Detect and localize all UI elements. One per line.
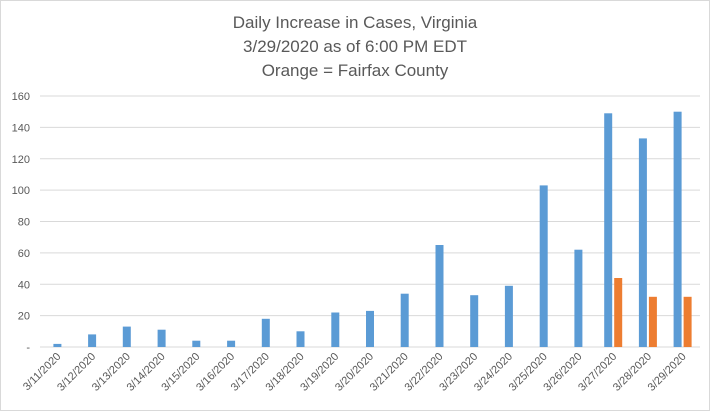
bar-virginia	[366, 310, 374, 347]
bar-virginia	[157, 329, 166, 347]
bar-fairfax	[648, 296, 657, 347]
bar-virginia	[539, 185, 548, 347]
bar-fairfax	[614, 278, 623, 347]
bar-virginia	[192, 340, 201, 347]
y-tick-label: 140	[12, 122, 30, 134]
bar-fairfax	[683, 296, 692, 347]
bar-virginia	[400, 293, 409, 347]
gridlines	[40, 95, 700, 348]
bar-virginia	[122, 326, 131, 347]
y-tick-label: 20	[18, 311, 30, 323]
y-tick-label: -	[26, 342, 30, 354]
chart-subtitle: 3/29/2020 as of 6:00 PM EDT	[243, 37, 467, 56]
bar-virginia	[638, 138, 647, 347]
y-tick-label: 40	[18, 279, 30, 291]
x-tick-label: 3/29/2020	[646, 351, 689, 394]
bar-virginia	[574, 249, 583, 347]
bars	[53, 111, 692, 347]
y-axis-ticks: - 20 40 60 80 100 120 140 160	[12, 91, 31, 354]
bar-virginia	[604, 113, 613, 347]
y-tick-label: 160	[12, 91, 30, 103]
bar-virginia	[261, 318, 270, 347]
chart-title: Daily Increase in Cases, Virginia	[232, 13, 478, 32]
x-axis-ticks: 3/11/20203/12/20203/13/20203/14/20203/15…	[21, 351, 689, 394]
y-tick-label: 80	[18, 217, 30, 229]
bar-virginia	[296, 331, 305, 347]
y-tick-label: 100	[12, 185, 30, 197]
y-tick-label: 120	[12, 154, 30, 166]
bar-virginia	[673, 111, 682, 347]
bar-virginia	[88, 334, 97, 347]
bar-virginia	[227, 340, 236, 347]
bar-virginia	[504, 285, 513, 347]
bar-virginia	[470, 295, 479, 347]
bar-virginia	[435, 245, 444, 347]
y-tick-label: 60	[18, 248, 30, 260]
bar-virginia	[331, 312, 340, 347]
chart-subtitle-legend-note: Orange = Fairfax County	[261, 61, 449, 80]
bar-virginia	[53, 343, 62, 347]
